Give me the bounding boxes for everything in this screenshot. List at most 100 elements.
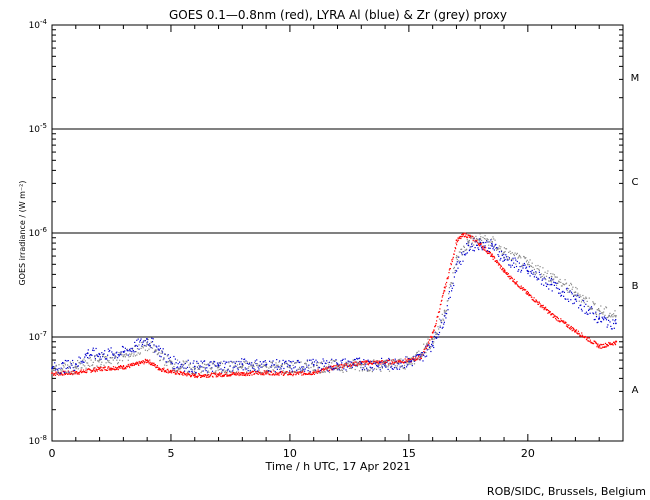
- data-point: [313, 369, 316, 371]
- data-point: [600, 305, 602, 307]
- data-point: [312, 365, 315, 368]
- data-point: [525, 257, 527, 259]
- data-point: [100, 363, 102, 366]
- data-point: [271, 366, 273, 368]
- data-point: [447, 300, 449, 302]
- data-point: [98, 367, 100, 369]
- data-point: [198, 373, 200, 375]
- data-point: [316, 370, 318, 372]
- data-point: [135, 351, 137, 353]
- data-point: [548, 310, 550, 312]
- data-point: [86, 371, 88, 373]
- data-point: [436, 320, 438, 322]
- data-point: [230, 360, 232, 362]
- data-point: [115, 368, 117, 371]
- data-point: [383, 365, 386, 367]
- data-point: [442, 326, 444, 328]
- data-point: [565, 325, 568, 327]
- data-point: [188, 364, 190, 366]
- data-point: [240, 361, 242, 363]
- data-point: [535, 276, 538, 278]
- data-point: [590, 308, 593, 310]
- data-point: [473, 238, 475, 240]
- data-point: [93, 370, 96, 372]
- data-point: [614, 310, 616, 312]
- data-point: [152, 338, 154, 340]
- data-point: [398, 358, 401, 360]
- data-point: [200, 360, 202, 362]
- data-point: [295, 373, 297, 375]
- data-point: [175, 362, 177, 364]
- data-point: [76, 371, 78, 373]
- data-point: [491, 243, 493, 245]
- data-point: [203, 374, 205, 376]
- data-point: [446, 313, 448, 315]
- data-point: [614, 344, 617, 346]
- data-point: [331, 366, 333, 368]
- data-point: [291, 362, 293, 364]
- data-point: [84, 371, 86, 373]
- data-point: [590, 307, 592, 309]
- data-point: [520, 287, 522, 290]
- data-point: [70, 373, 72, 375]
- data-point: [364, 365, 366, 367]
- data-point: [331, 367, 333, 369]
- data-point: [293, 371, 295, 373]
- data-point: [172, 368, 174, 370]
- data-point: [428, 346, 431, 348]
- data-point: [605, 343, 608, 346]
- data-point: [516, 284, 519, 286]
- data-point: [259, 373, 261, 375]
- data-point: [219, 368, 221, 371]
- data-point: [573, 327, 575, 330]
- data-point: [160, 356, 162, 358]
- data-point: [535, 301, 537, 303]
- data-point: [489, 251, 491, 253]
- data-point: [377, 361, 379, 363]
- data-point: [99, 358, 101, 360]
- data-point: [74, 371, 77, 373]
- data-point: [277, 366, 279, 368]
- data-point: [250, 364, 252, 366]
- data-point: [435, 323, 437, 325]
- data-point: [307, 366, 309, 368]
- data-point: [225, 373, 227, 375]
- data-point: [485, 241, 487, 244]
- data-point: [507, 259, 509, 261]
- data-point: [397, 362, 399, 364]
- data-point: [371, 367, 373, 369]
- data-point: [130, 354, 132, 356]
- data-point: [338, 369, 341, 371]
- data-point: [575, 286, 577, 289]
- data-point: [111, 357, 113, 359]
- data-point: [351, 361, 353, 363]
- data-point: [212, 363, 214, 365]
- data-point: [570, 282, 572, 284]
- data-point: [608, 315, 610, 317]
- data-point: [113, 353, 115, 355]
- data-point: [465, 233, 467, 235]
- data-point: [69, 361, 71, 363]
- data-point: [466, 236, 469, 238]
- data-point: [386, 361, 388, 363]
- data-point: [300, 370, 302, 372]
- data-point: [131, 364, 133, 366]
- data-point: [318, 370, 321, 372]
- data-point: [580, 304, 582, 306]
- data-point: [592, 312, 594, 314]
- data-point: [63, 374, 65, 376]
- data-point: [404, 368, 406, 370]
- data-point: [276, 368, 278, 370]
- data-point: [121, 366, 123, 368]
- data-point: [455, 264, 457, 266]
- data-point: [461, 254, 463, 256]
- data-point: [452, 256, 454, 258]
- data-point: [526, 292, 529, 295]
- data-point: [597, 321, 599, 323]
- data-point: [104, 350, 106, 352]
- data-point: [178, 373, 180, 375]
- data-point: [459, 251, 461, 253]
- data-point: [90, 369, 92, 371]
- data-point: [167, 360, 169, 363]
- data-point: [67, 370, 69, 372]
